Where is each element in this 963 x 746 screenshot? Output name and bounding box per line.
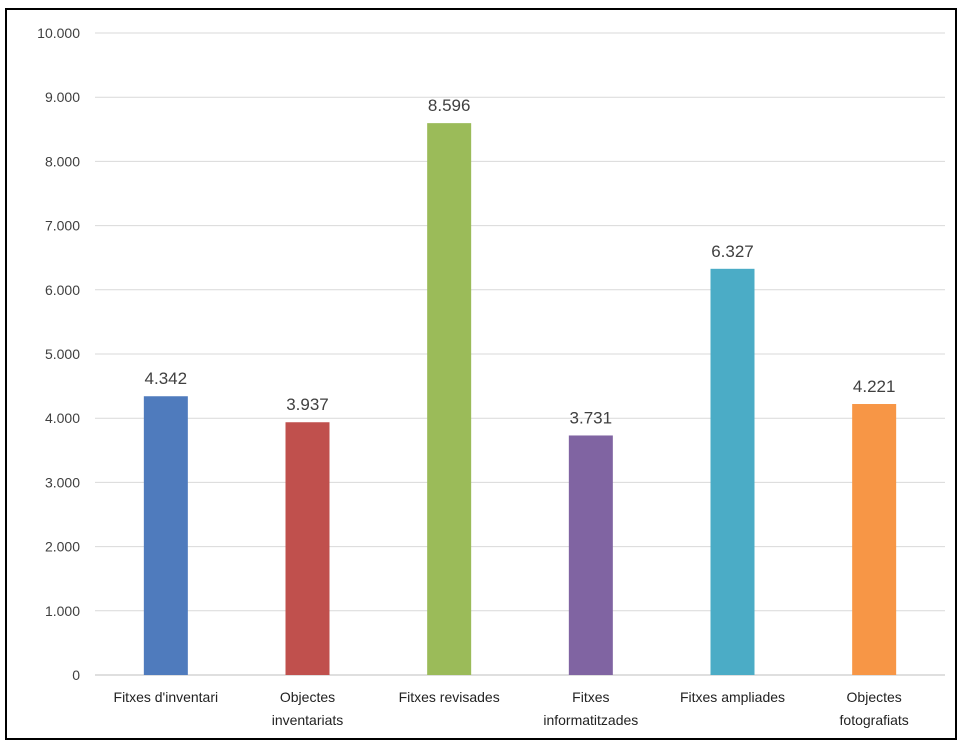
bar bbox=[852, 404, 897, 675]
data-label: 4.221 bbox=[853, 377, 896, 396]
data-label: 8.596 bbox=[428, 96, 471, 115]
y-tick-label: 9.000 bbox=[45, 89, 80, 105]
bar bbox=[143, 396, 188, 675]
bar bbox=[285, 422, 330, 675]
y-tick-label: 7.000 bbox=[45, 218, 80, 234]
x-tick-label: fotografiats bbox=[840, 712, 909, 728]
y-tick-label: 10.000 bbox=[37, 25, 80, 41]
data-label: 3.731 bbox=[570, 408, 613, 427]
bar bbox=[427, 123, 472, 676]
y-tick-label: 2.000 bbox=[45, 539, 80, 555]
y-tick-label: 6.000 bbox=[45, 282, 80, 298]
x-tick-label: Objectes bbox=[280, 689, 335, 705]
y-tick-label: 8.000 bbox=[45, 153, 80, 169]
data-label: 3.937 bbox=[286, 395, 329, 414]
x-tick-label: Fitxes ampliades bbox=[680, 689, 785, 705]
y-tick-label: 5.000 bbox=[45, 346, 80, 362]
x-tick-label: informatitzades bbox=[543, 712, 638, 728]
data-label: 6.327 bbox=[711, 242, 754, 261]
y-tick-label: 3.000 bbox=[45, 474, 80, 490]
y-tick-label: 0 bbox=[72, 667, 80, 683]
x-tick-label: Fitxes bbox=[572, 689, 609, 705]
x-tick-label: Fitxes revisades bbox=[399, 689, 500, 705]
x-tick-label: Fitxes d'inventari bbox=[114, 689, 219, 705]
bar bbox=[568, 435, 613, 675]
x-tick-label: Objectes bbox=[847, 689, 902, 705]
x-tick-label: inventariats bbox=[272, 712, 344, 728]
data-label: 4.342 bbox=[145, 369, 188, 388]
y-tick-label: 1.000 bbox=[45, 603, 80, 619]
y-tick-label: 4.000 bbox=[45, 410, 80, 426]
bar bbox=[710, 268, 755, 675]
